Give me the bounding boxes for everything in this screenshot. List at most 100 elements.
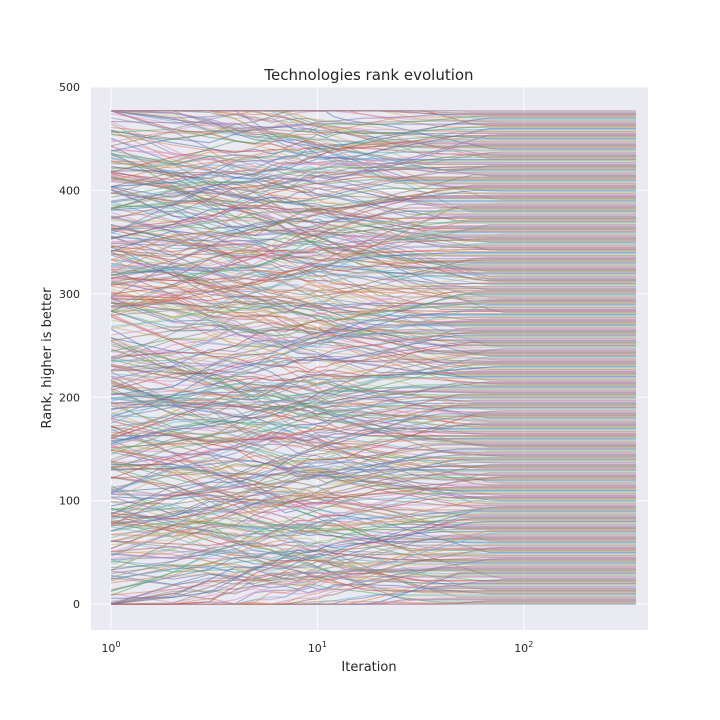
rank-series-line <box>110 236 636 266</box>
x-axis-label: Iteration <box>341 660 396 675</box>
rank-series-line <box>110 466 636 562</box>
rank-series-line <box>110 348 636 410</box>
rank-series-line <box>110 521 636 556</box>
rank-series-line <box>110 422 636 516</box>
rank-series-line <box>110 550 636 584</box>
rank-series-line <box>110 143 636 195</box>
rank-series-line <box>110 144 636 202</box>
rank-series-line <box>110 447 636 463</box>
rank-series-line <box>111 530 636 605</box>
rank-series-line <box>110 366 636 432</box>
rank-series-line <box>110 174 636 277</box>
rank-series-line <box>110 399 636 461</box>
tick-labels: 0 100 200 300 400 500 100 101 102 <box>59 81 533 655</box>
rank-series-line <box>110 387 636 408</box>
rank-series-line <box>110 546 636 603</box>
rank-series-line <box>110 326 636 359</box>
rank-series-line <box>110 248 636 261</box>
y-tick-label: 500 <box>59 81 80 94</box>
rank-series-line <box>110 471 636 565</box>
rank-series-line <box>110 295 636 386</box>
rank-series-line <box>110 285 636 318</box>
rank-series-line <box>111 110 636 123</box>
rank-series-line <box>110 151 636 209</box>
rank-series-line <box>111 532 636 605</box>
rank-series-line <box>110 233 636 289</box>
rank-series-line <box>110 293 636 396</box>
rank-series-line <box>110 416 636 520</box>
rank-series-line <box>110 364 636 398</box>
chart-title: Technologies rank evolution <box>263 66 473 84</box>
rank-series-line <box>110 483 636 560</box>
rank-series-line <box>110 271 636 319</box>
rank-series-line <box>110 186 636 295</box>
rank-series-line <box>111 558 636 605</box>
rank-series-line <box>110 257 636 308</box>
rank-series-line <box>110 130 636 210</box>
rank-series-line <box>110 153 636 174</box>
rank-series-line <box>110 265 636 362</box>
y-tick-label: 400 <box>59 184 80 197</box>
rank-series-line <box>110 341 636 413</box>
rank-series-line <box>110 287 636 371</box>
rank-series-line <box>110 192 636 219</box>
rank-series-line <box>110 465 636 480</box>
rank-series-line <box>110 510 636 605</box>
rank-series-line <box>110 458 636 532</box>
rank-series-line <box>110 435 636 452</box>
rank-series-line <box>110 395 636 435</box>
rank-series-line <box>110 460 636 530</box>
rank-series-line <box>110 341 636 440</box>
rank-series-line <box>110 288 636 311</box>
rank-series-line <box>110 301 636 320</box>
rank-series-line <box>110 497 636 547</box>
rank-series-line <box>110 244 636 325</box>
rank-series-line <box>110 136 636 170</box>
rank-series-line <box>110 127 636 211</box>
rank-series-line <box>110 232 636 327</box>
rank-series-line <box>110 488 636 515</box>
rank-series-line <box>110 392 636 437</box>
rank-series-line <box>110 516 636 605</box>
rank-series-line <box>110 397 636 445</box>
rank-series-line <box>110 356 636 425</box>
rank-series-line <box>110 566 636 603</box>
rank-series-line <box>110 117 636 188</box>
rank-series-line <box>110 486 636 550</box>
rank-series-line <box>110 166 636 198</box>
rank-series-line <box>110 537 636 571</box>
rank-series-line <box>110 298 636 354</box>
rank-series-line <box>110 445 636 537</box>
rank-series-line <box>110 273 636 372</box>
rank-series-line <box>110 536 636 605</box>
rank-series-line <box>110 299 636 361</box>
rank-series-line <box>110 472 636 517</box>
rank-series-line <box>110 443 636 527</box>
rank-series-line <box>110 165 636 231</box>
rank-series-line <box>110 381 636 436</box>
rank-series-line <box>110 520 636 599</box>
rank-series-line <box>110 473 636 553</box>
rank-series-line <box>110 179 636 240</box>
rank-series-line <box>110 316 636 382</box>
rank-series-line <box>110 358 636 437</box>
rank-series-line <box>110 205 636 312</box>
rank-series-line <box>110 334 636 399</box>
rank-series-line <box>110 134 636 235</box>
rank-series-line <box>110 569 636 605</box>
rank-series-line <box>110 404 636 469</box>
rank-series-line <box>110 242 636 253</box>
rank-series-line <box>110 508 636 593</box>
rank-series-line <box>110 403 636 468</box>
rank-series-line <box>110 210 636 253</box>
rank-series-line <box>110 444 636 497</box>
rank-series-line <box>110 354 636 437</box>
rank-series-line <box>110 477 636 505</box>
rank-series-line <box>110 574 636 596</box>
rank-series-line <box>110 382 636 495</box>
rank-series-line <box>110 350 636 463</box>
rank-series-line <box>111 110 636 161</box>
rank-series-line <box>110 414 636 526</box>
rank-series-line <box>110 449 636 516</box>
